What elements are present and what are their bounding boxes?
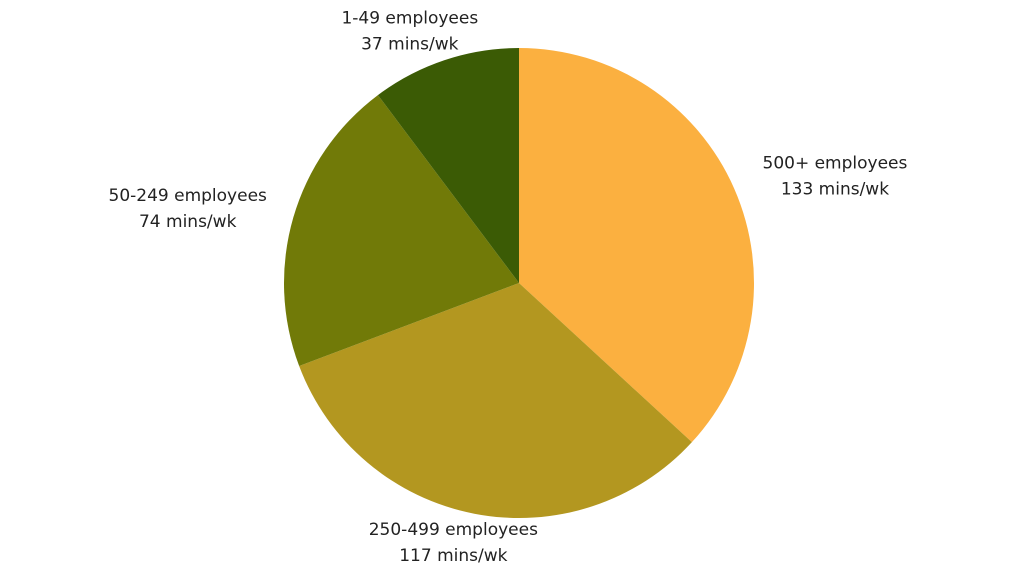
slice-value-label: 117 mins/wk xyxy=(399,546,507,566)
slice-label: 500+ employees xyxy=(763,154,908,174)
slice-label: 50-249 employees xyxy=(109,186,268,206)
slice-value-label: 37 mins/wk xyxy=(361,35,459,55)
slice-label: 250-499 employees xyxy=(369,520,538,540)
pie-slice xyxy=(377,48,519,283)
slice-label: 1-49 employees xyxy=(341,9,478,29)
pie-slice xyxy=(519,48,754,443)
pie-slice xyxy=(283,95,519,367)
slice-value-label: 74 mins/wk xyxy=(139,212,237,232)
pie-slice xyxy=(299,283,692,518)
slice-value-label: 133 mins/wk xyxy=(781,180,889,200)
